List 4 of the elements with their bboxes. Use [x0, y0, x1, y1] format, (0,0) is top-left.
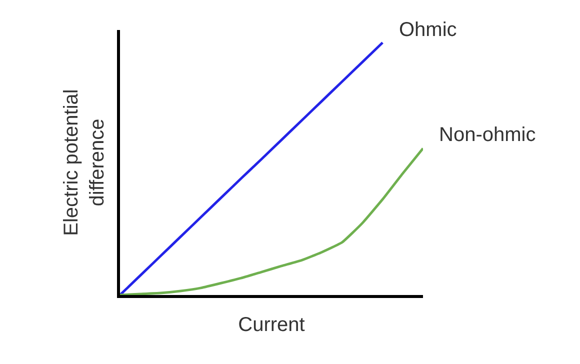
series-label: Ohmic [399, 19, 457, 41]
y-axis-title: Electric potential difference [60, 89, 108, 236]
x-axis-title: Current [238, 314, 306, 336]
series-label: Non-ohmic [439, 124, 536, 146]
